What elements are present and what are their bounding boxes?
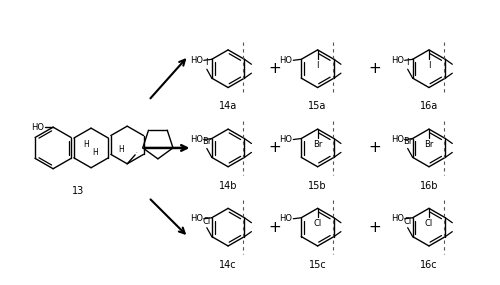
Text: +: + xyxy=(368,61,380,76)
Text: HO: HO xyxy=(390,56,404,65)
Text: I: I xyxy=(206,58,208,67)
Text: HO: HO xyxy=(190,135,203,144)
Text: HO: HO xyxy=(280,135,292,144)
Text: I: I xyxy=(406,58,409,67)
Text: HO: HO xyxy=(190,214,203,223)
Text: HO: HO xyxy=(390,135,404,144)
Text: 15c: 15c xyxy=(308,260,326,270)
Text: HO: HO xyxy=(190,56,203,65)
Text: H: H xyxy=(92,148,98,157)
Text: Br: Br xyxy=(313,140,322,149)
Text: 14a: 14a xyxy=(219,101,237,111)
Text: 13: 13 xyxy=(72,186,84,196)
Text: I: I xyxy=(316,61,319,70)
Text: HO: HO xyxy=(390,214,404,223)
Text: Cl: Cl xyxy=(404,217,412,226)
Text: 16b: 16b xyxy=(420,181,438,191)
Text: Br: Br xyxy=(202,137,211,146)
Text: 14b: 14b xyxy=(219,181,238,191)
Text: 16a: 16a xyxy=(420,101,438,111)
Text: +: + xyxy=(368,141,380,155)
Text: +: + xyxy=(268,141,281,155)
Text: 15b: 15b xyxy=(308,181,327,191)
Text: HO: HO xyxy=(280,214,292,223)
Text: Cl: Cl xyxy=(202,217,211,226)
Text: Br: Br xyxy=(403,137,412,146)
Text: 16c: 16c xyxy=(420,260,438,270)
Text: H: H xyxy=(118,145,124,154)
Text: H: H xyxy=(83,141,89,149)
Text: ·: · xyxy=(136,150,137,155)
Text: Br: Br xyxy=(424,140,434,149)
Text: Cl: Cl xyxy=(314,219,322,228)
Text: 14c: 14c xyxy=(220,260,237,270)
Text: +: + xyxy=(368,220,380,235)
Text: HO: HO xyxy=(280,56,292,65)
Text: 15a: 15a xyxy=(308,101,327,111)
Text: +: + xyxy=(268,220,281,235)
Text: I: I xyxy=(428,61,430,70)
Text: +: + xyxy=(268,61,281,76)
Text: HO: HO xyxy=(31,123,44,132)
Text: Cl: Cl xyxy=(425,219,433,228)
